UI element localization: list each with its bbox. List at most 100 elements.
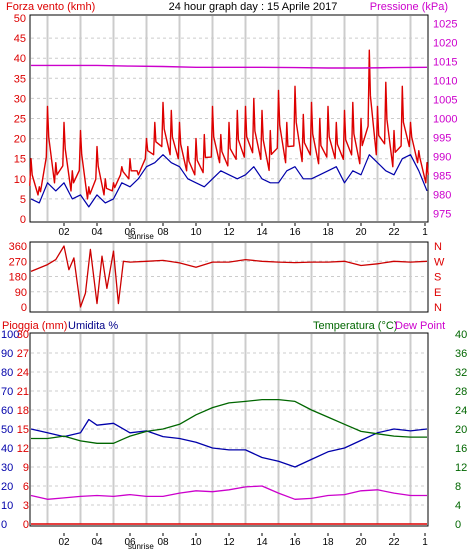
wind-speed-tick-label: 0 <box>20 214 26 226</box>
sunrise-label-1: sunrise <box>128 232 154 241</box>
direction-degree-ticks: 0 90 180 270 360 <box>9 241 27 314</box>
wind-pressure-xtick-label: 16 <box>289 227 301 238</box>
temperature-tick-label: 0 <box>455 519 461 531</box>
humidity-tick-label: 30 <box>1 462 13 474</box>
rain-humidity-temperature-xtick-label: 08 <box>157 537 169 548</box>
wind-pressure-xtick-label: 14 <box>256 227 268 238</box>
temperature-tick-label: 32 <box>455 367 467 379</box>
temperature-line <box>31 398 427 444</box>
temperature-tick-label: 16 <box>455 443 467 455</box>
humidity-axis-title: Umidita % <box>68 320 118 332</box>
wind-gust-line <box>29 49 429 200</box>
temperature-tick-label: 24 <box>455 405 467 417</box>
wind-average-line <box>30 154 428 208</box>
rain-tick-label: 9 <box>23 462 29 474</box>
humidity-tick-label: 0 <box>1 519 7 531</box>
humidity-tick-label: 100 <box>1 329 19 341</box>
rain-humidity-temperature-hour-ticks: 02 04 06 08 10 12 14 16 18 20 22 1 <box>58 533 428 548</box>
temperature-axis-title: Temperatura (°C) <box>313 320 397 332</box>
wind-pressure-xtick-label: 04 <box>91 227 103 238</box>
pressure-tick-label: 1010 <box>433 76 457 88</box>
direction-tick-label: 270 <box>9 256 27 268</box>
rain-humidity-temperature-series <box>30 398 428 525</box>
wind-speed-tick-label: 30 <box>14 93 26 105</box>
humidity-tick-label: 90 <box>1 348 13 360</box>
wind-speed-tick-label: 50 <box>14 13 26 25</box>
wind-pressure-xtick-label: 20 <box>355 227 367 238</box>
rain-humidity-temperature-xtick-label: 22 <box>388 537 400 548</box>
rain-humidity-temperature-grid <box>31 334 427 524</box>
rain-humidity-temperature-xtick-label: 16 <box>289 537 301 548</box>
temperature-ticks: 0 4 8 12 16 20 24 28 32 36 40 <box>455 329 467 531</box>
wind-pressure-series <box>29 49 429 208</box>
pressure-tick-label: 990 <box>433 151 451 163</box>
pressure-tick-label: 1005 <box>433 95 457 107</box>
wind-pressure-xtick-label: 08 <box>157 227 169 238</box>
compass-label: N <box>434 241 442 253</box>
compass-label: S <box>434 272 441 284</box>
temperature-tick-label: 4 <box>455 500 461 512</box>
wind-pressure-xtick-label: 12 <box>223 227 235 238</box>
wind-speed-tick-label: 25 <box>14 114 26 126</box>
humidity-tick-label: 60 <box>1 405 13 417</box>
direction-tick-label: 180 <box>9 272 27 284</box>
humidity-line <box>30 418 428 468</box>
humidity-tick-label: 50 <box>1 424 13 436</box>
rain-humidity-temperature-xtick-label: 18 <box>322 537 334 548</box>
rain-humidity-temperature-xtick-label: 1 <box>422 537 428 548</box>
pressure-tick-label: 995 <box>433 132 451 144</box>
rain-humidity-temperature-xtick-label: 20 <box>355 537 367 548</box>
pressure-tick-label: 1025 <box>433 19 457 31</box>
pressure-tick-label: 1020 <box>433 38 457 50</box>
wind-direction-grid <box>31 243 427 311</box>
wind-pressure-xtick-label: 06 <box>124 227 136 238</box>
wind-speed-tick-label: 20 <box>14 134 26 146</box>
rain-tick-label: 15 <box>17 424 29 436</box>
rain-axis-title: Pioggia (mm) <box>2 320 67 332</box>
rain-tick-label: 12 <box>17 443 29 455</box>
rain-tick-label: 3 <box>23 500 29 512</box>
compass-label: W <box>434 256 445 268</box>
dewpoint-axis-title: Dew Point <box>395 320 445 332</box>
wind-pressure-xtick-label: 02 <box>58 227 70 238</box>
wind-speed-tick-label: 35 <box>14 73 26 85</box>
wind-speed-tick-label: 10 <box>14 174 26 186</box>
humidity-tick-label: 40 <box>1 443 13 455</box>
wind-axis-title: Forza vento (kmh) <box>6 1 95 13</box>
humidity-tick-label: 70 <box>1 386 13 398</box>
pressure-tick-label: 980 <box>433 189 451 201</box>
rain-humidity-temperature-panel: Pioggia (mm) Umidita % Temperatura (°C) … <box>1 320 467 551</box>
sunrise-label-3: sunrise <box>128 542 154 551</box>
humidity-tick-label: 20 <box>1 481 13 493</box>
temperature-tick-label: 20 <box>455 424 467 436</box>
wind-pressure-xtick-label: 18 <box>322 227 334 238</box>
direction-tick-label: 90 <box>15 287 27 299</box>
direction-tick-label: 360 <box>9 241 27 253</box>
rain-tick-label: 24 <box>17 367 29 379</box>
rain-tick-label: 21 <box>17 386 29 398</box>
rain-tick-label: 18 <box>17 405 29 417</box>
temperature-tick-label: 28 <box>455 386 467 398</box>
rain-humidity-temperature-xtick-label: 06 <box>124 537 136 548</box>
pressure-tick-label: 1000 <box>433 114 457 126</box>
rain-tick-label: 0 <box>23 519 29 531</box>
compass-label: E <box>434 287 441 299</box>
temperature-tick-label: 40 <box>455 329 467 341</box>
humidity-tick-label: 80 <box>1 367 13 379</box>
pressure-line <box>31 64 428 69</box>
wind-pressure-hour-ticks: 02 04 06 08 10 12 14 16 18 20 22 1 <box>58 223 428 238</box>
wind-speed-tick-label: 5 <box>20 194 26 206</box>
pressure-ticks: 975 980 985 990 995 1000 1005 1010 1015 1020 1025 <box>433 19 457 221</box>
dewpoint-line <box>30 485 427 500</box>
wind-pressure-xtick-label: 1 <box>422 227 428 238</box>
humidity-percent-ticks: 0 10 20 30 40 50 60 70 80 90 100 <box>1 329 19 531</box>
wind-speed-ticks: 0 5 10 15 20 25 30 35 40 45 50 <box>14 13 26 226</box>
rain-humidity-temperature-xtick-label: 02 <box>58 537 70 548</box>
rain-humidity-temperature-xtick-label: 12 <box>223 537 235 548</box>
pressure-axis-title: Pressione (kPa) <box>370 1 448 13</box>
pressure-tick-label: 1015 <box>433 57 457 69</box>
wind-pressure-xtick-label: 10 <box>190 227 202 238</box>
